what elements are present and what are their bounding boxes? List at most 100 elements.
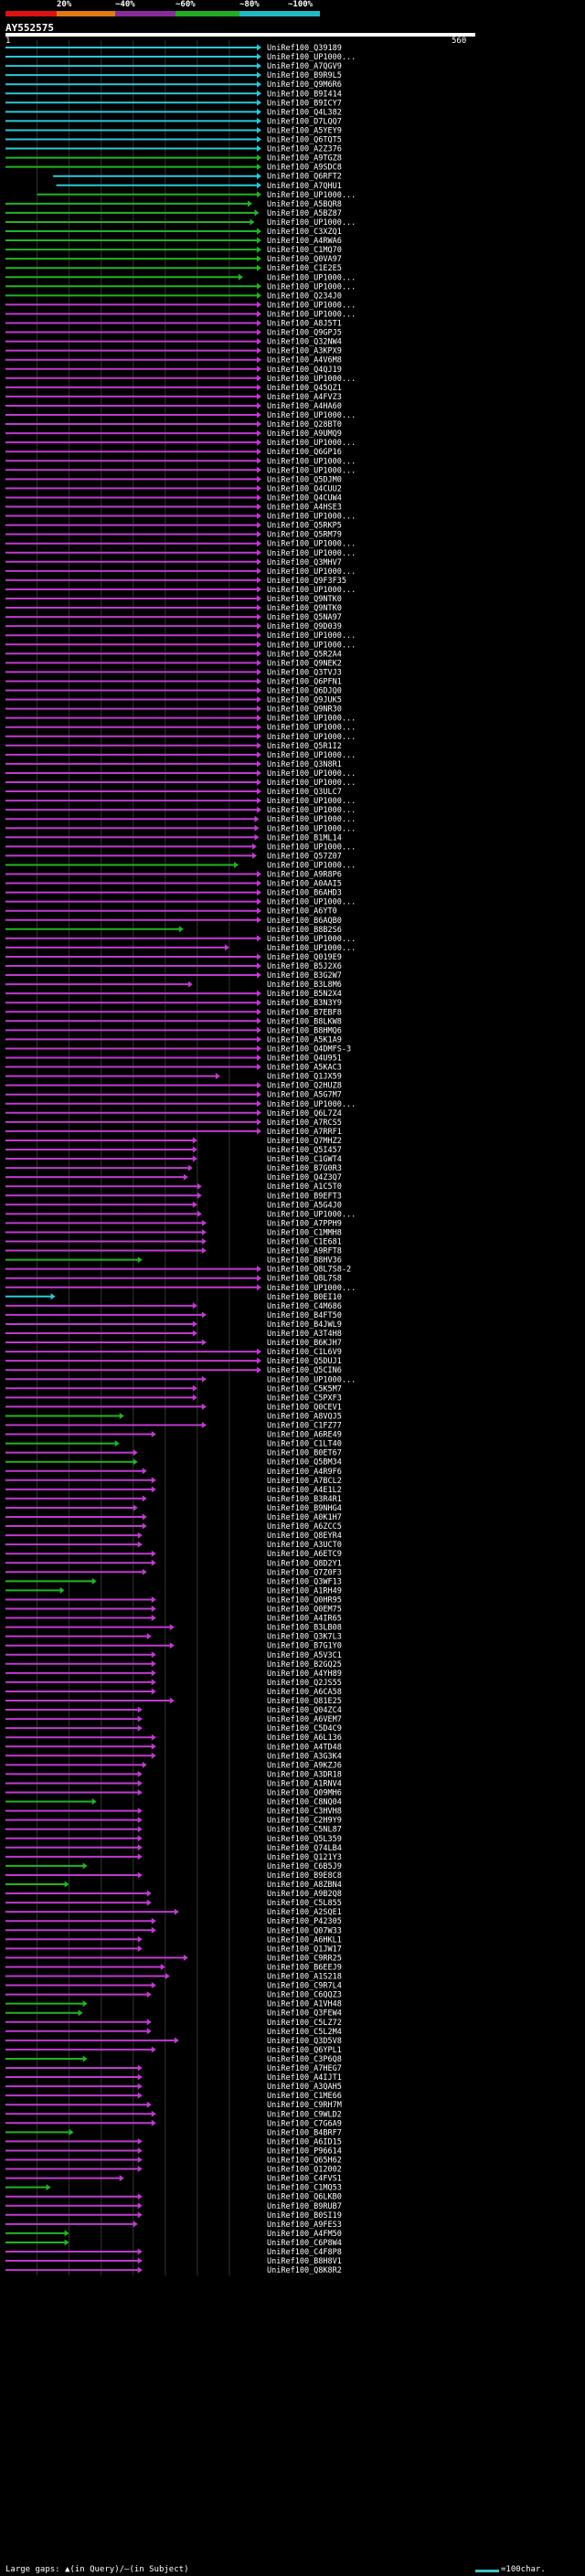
hit-label[interactable]: UniRef100_B5N2X4 (267, 990, 342, 999)
hit-label[interactable]: UniRef100_Q5R2A4 (267, 650, 342, 659)
hit-label[interactable]: UniRef100_C9R7L4 (267, 1982, 342, 1991)
hit-label[interactable]: UniRef100_Q9NEK2 (267, 659, 342, 668)
hit-label[interactable]: UniRef100_B5J2X6 (267, 962, 342, 971)
hit-label[interactable]: UniRef100_A1VH48 (267, 2000, 342, 2009)
hit-label[interactable]: UniRef100_B8H8V1 (267, 2257, 342, 2266)
hit-label[interactable]: UniRef100_A9FES3 (267, 2221, 342, 2230)
hit-label[interactable]: UniRef100_B0ET67 (267, 1449, 342, 1458)
hit-label[interactable]: UniRef100_B9NHG4 (267, 1504, 342, 1513)
hit-label[interactable]: UniRef100_UP1000... (267, 861, 356, 870)
hit-label[interactable]: UniRef100_UP1000... (267, 751, 356, 760)
hit-label[interactable]: UniRef100_C4M686 (267, 1302, 342, 1311)
hit-label[interactable]: UniRef100_A3G3K4 (267, 1752, 342, 1761)
hit-label[interactable]: UniRef100_C1ME66 (267, 2092, 342, 2101)
hit-label[interactable]: UniRef100_C1LT40 (267, 1440, 342, 1449)
hit-label[interactable]: UniRef100_Q4L382 (267, 108, 342, 117)
hit-label[interactable]: UniRef100_C1E681 (267, 1238, 342, 1247)
hit-label[interactable]: UniRef100_A5V3C1 (267, 1651, 342, 1660)
hit-label[interactable]: UniRef100_B9RUB7 (267, 2202, 342, 2211)
hit-label[interactable]: UniRef100_Q0EM75 (267, 1606, 342, 1615)
hit-label[interactable]: UniRef100_UP1000... (267, 779, 356, 788)
hit-label[interactable]: UniRef100_Q234J0 (267, 292, 342, 301)
hit-label[interactable]: UniRef100_A7RCS5 (267, 1118, 342, 1128)
hit-label[interactable]: UniRef100_A5BQR8 (267, 200, 342, 209)
hit-label[interactable]: UniRef100_Q9NTK0 (267, 595, 342, 604)
hit-label[interactable]: UniRef100_Q9NTK0 (267, 604, 342, 613)
hit-label[interactable]: UniRef100_A1S218 (267, 1973, 342, 1982)
hit-label[interactable]: UniRef100_Q3N8R1 (267, 760, 342, 769)
hit-label[interactable]: UniRef100_A3QAH5 (267, 2083, 342, 2092)
hit-label[interactable]: UniRef100_C1MQ70 (267, 246, 342, 255)
hit-label[interactable]: UniRef100_B8LKW8 (267, 1017, 342, 1026)
hit-label[interactable]: UniRef100_A4HA60 (267, 402, 342, 411)
hit-label[interactable]: UniRef100_A4R9F6 (267, 1468, 342, 1477)
hit-label[interactable]: UniRef100_UP1000... (267, 540, 356, 549)
hit-label[interactable]: UniRef100_Q6LKB0 (267, 2193, 342, 2202)
hit-label[interactable]: UniRef100_A3UCT0 (267, 1541, 342, 1550)
hit-label[interactable]: UniRef100_Q4CUW4 (267, 493, 342, 503)
hit-label[interactable]: UniRef100_A4YH89 (267, 1670, 342, 1679)
hit-label[interactable]: UniRef100_Q74LB4 (267, 1844, 342, 1853)
hit-label[interactable]: UniRef100_A9UMQ9 (267, 429, 342, 439)
hit-label[interactable]: UniRef100_Q5R1I2 (267, 742, 342, 751)
hit-label[interactable]: UniRef100_P42305 (267, 1917, 342, 1926)
hit-label[interactable]: UniRef100_UP1000... (267, 375, 356, 384)
hit-label[interactable]: UniRef100_B3LB08 (267, 1624, 342, 1633)
hit-label[interactable]: UniRef100_Q07W33 (267, 1926, 342, 1935)
hit-label[interactable]: UniRef100_A5K1A9 (267, 1035, 342, 1044)
hit-label[interactable]: UniRef100_Q0VA97 (267, 255, 342, 264)
hit-label[interactable]: UniRef100_C1MQ53 (267, 2184, 342, 2193)
hit-label[interactable]: UniRef100_A6ZCC5 (267, 1522, 342, 1532)
hit-label[interactable]: UniRef100_Q6L7Z4 (267, 1109, 342, 1118)
hit-label[interactable]: UniRef100_UP1000... (267, 282, 356, 292)
hit-label[interactable]: UniRef100_Q3FEW4 (267, 2009, 342, 2019)
hit-label[interactable]: UniRef100_A6ID15 (267, 2137, 342, 2147)
hit-label[interactable]: UniRef100_Q4CUU2 (267, 484, 342, 493)
hit-label[interactable]: UniRef100_B7G0R3 (267, 1164, 342, 1173)
hit-label[interactable]: UniRef100_A7RRF1 (267, 1128, 342, 1137)
hit-label[interactable]: UniRef100_Q3WF13 (267, 1577, 342, 1586)
hit-label[interactable]: UniRef100_Q5RM79 (267, 531, 342, 540)
hit-label[interactable]: UniRef100_Q9M6R6 (267, 80, 342, 90)
hit-label[interactable]: UniRef100_Q1JW17 (267, 1945, 342, 1954)
hit-label[interactable]: UniRef100_UP1000... (267, 724, 356, 733)
hit-label[interactable]: UniRef100_C2H9Y9 (267, 1817, 342, 1826)
hit-label[interactable]: UniRef100_A7PPH9 (267, 1219, 342, 1228)
hit-label[interactable]: UniRef100_UP1000... (267, 1100, 356, 1109)
hit-label[interactable]: UniRef100_A0AAI5 (267, 880, 342, 889)
hit-label[interactable]: UniRef100_UP1000... (267, 1375, 356, 1384)
hit-label[interactable]: UniRef100_Q3ULC7 (267, 788, 342, 797)
hit-label[interactable]: UniRef100_UP1000... (267, 935, 356, 944)
hit-label[interactable]: UniRef100_A8ZBN4 (267, 1881, 342, 1890)
hit-label[interactable]: UniRef100_B9ICY7 (267, 99, 342, 108)
hit-label[interactable]: UniRef100_Q09MH6 (267, 1789, 342, 1798)
hit-label[interactable]: UniRef100_A4RWA6 (267, 237, 342, 246)
hit-label[interactable]: UniRef100_UP1000... (267, 797, 356, 806)
hit-label[interactable]: UniRef100_Q9D039 (267, 622, 342, 631)
hit-label[interactable]: UniRef100_UP1000... (267, 1284, 356, 1293)
hit-label[interactable]: UniRef100_B3N3Y9 (267, 999, 342, 1008)
hit-label[interactable]: UniRef100_A4V6M8 (267, 356, 342, 366)
hit-label[interactable]: UniRef100_C9RH7M (267, 2101, 342, 2110)
hit-label[interactable]: UniRef100_C8NQ04 (267, 1798, 342, 1807)
hit-label[interactable]: UniRef100_A6CA58 (267, 1688, 342, 1697)
hit-label[interactable]: UniRef100_UP1000... (267, 715, 356, 724)
hit-label[interactable]: UniRef100_B4BRF7 (267, 2128, 342, 2137)
hit-label[interactable]: UniRef100_A6YT0 (267, 907, 337, 917)
hit-label[interactable]: UniRef100_C5NL87 (267, 1826, 342, 1835)
hit-label[interactable]: UniRef100_A7QGV9 (267, 62, 342, 71)
hit-label[interactable]: UniRef100_UP1000... (267, 815, 356, 824)
hit-label[interactable]: UniRef100_B9I414 (267, 90, 342, 99)
hit-label[interactable]: UniRef100_A3DR18 (267, 1770, 342, 1779)
hit-label[interactable]: UniRef100_Q45QZ1 (267, 384, 342, 393)
hit-label[interactable]: UniRef100_Q1JX59 (267, 1073, 342, 1082)
hit-label[interactable]: UniRef100_C3XZQ1 (267, 228, 342, 237)
hit-label[interactable]: UniRef100_Q65H62 (267, 2157, 342, 2166)
hit-label[interactable]: UniRef100_A4IR65 (267, 1615, 342, 1624)
hit-label[interactable]: UniRef100_Q8EYR4 (267, 1532, 342, 1541)
hit-label[interactable]: UniRef100_A5KAC3 (267, 1064, 342, 1073)
hit-label[interactable]: UniRef100_A5G4J0 (267, 1201, 342, 1210)
hit-label[interactable]: UniRef100_A1RH49 (267, 1586, 342, 1595)
hit-label[interactable]: UniRef100_C5L855 (267, 1899, 342, 1908)
hit-label[interactable]: UniRef100_Q5DUJ1 (267, 1357, 342, 1366)
